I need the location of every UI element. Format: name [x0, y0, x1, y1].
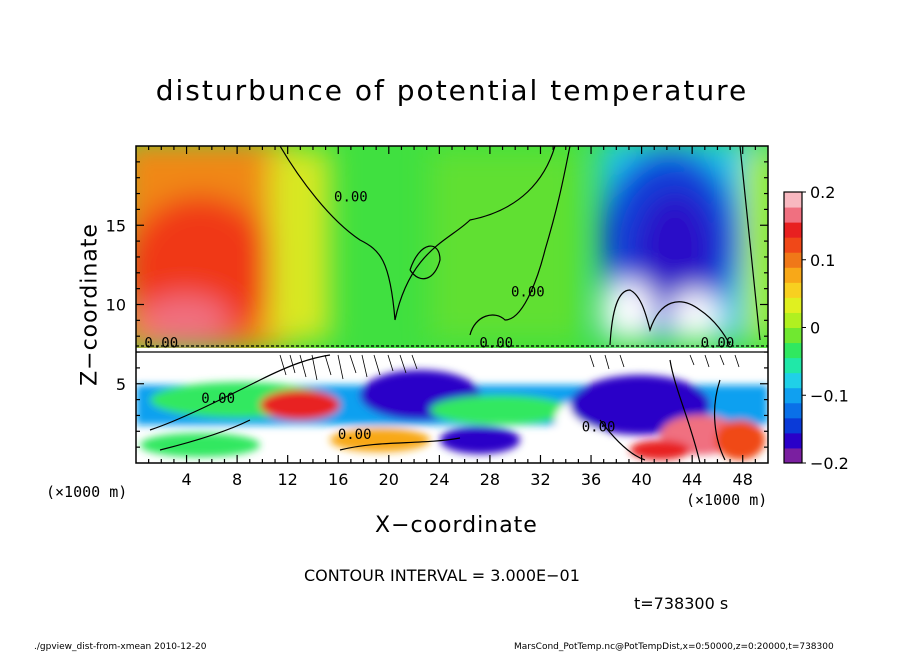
contour-label: 0.00: [582, 419, 616, 435]
colorbar-segment: [784, 192, 802, 208]
x-tick-label: 4: [181, 470, 191, 489]
contour-label: 0.00: [511, 285, 545, 301]
x-unit-label-right: (×1000 m): [686, 491, 768, 509]
axis-ticks: [136, 146, 768, 463]
colorbar-segment: [784, 387, 802, 404]
contour-label: 0.00: [338, 427, 372, 443]
colorbar-segment: [784, 357, 802, 374]
contour-label: 0.00: [701, 335, 735, 351]
colorbar-segment: [784, 222, 802, 238]
colorbar-segment: [784, 342, 802, 359]
x-tick-label: 44: [682, 470, 702, 489]
colorbar-tick-label: −0.2: [810, 454, 849, 473]
contour-interval-label: CONTOUR INTERVAL = 3.000E−01: [304, 566, 580, 585]
x-unit-label-left: (×1000 m): [46, 483, 128, 501]
colorbar-segment: [784, 327, 802, 344]
contour-label: 0.00: [144, 335, 178, 351]
colorbar-segment: [784, 432, 802, 449]
contour-label: 0.00: [334, 189, 368, 205]
x-tick-label: 8: [232, 470, 242, 489]
colorbar-segment: [784, 372, 802, 389]
x-tick-label: 40: [631, 470, 651, 489]
colorbar-tick-label: 0.1: [810, 251, 835, 270]
x-tick-label: 28: [480, 470, 500, 489]
contour-label: 0.00: [201, 391, 235, 407]
y-tick-label: 15: [106, 216, 126, 235]
colorbar-segment: [784, 237, 802, 253]
colorbar-segment: [784, 417, 802, 434]
y-tick-label: 5: [116, 375, 126, 394]
footer-left: ./gpview_dist-from-xmean 2010-12-20: [34, 642, 207, 652]
colorbar-segment: [784, 297, 802, 313]
colorbar-tick-label: 0: [810, 319, 820, 338]
colorbar-segment: [784, 282, 802, 298]
x-tick-label: 32: [530, 470, 550, 489]
y-tick-label: 10: [106, 296, 126, 315]
contour-label: 0.00: [479, 335, 513, 351]
chart-title: disturbunce of potential temperature: [155, 74, 749, 107]
x-tick-label: 36: [581, 470, 601, 489]
x-tick-label: 24: [429, 470, 449, 489]
x-tick-label: 12: [278, 470, 298, 489]
heatmap-field: [136, 146, 768, 463]
footer-right: MarsCond_PotTemp.nc@PotTempDist,x=0:5000…: [514, 642, 834, 652]
colorbar: [783, 191, 806, 464]
x-tick-label: 20: [379, 470, 399, 489]
contour-labels: 0.00 0.00 0.00 0.00 0.00 0.00 0.00 0.00: [144, 189, 734, 443]
x-tick-label: 48: [733, 470, 753, 489]
x-tick-label: 16: [328, 470, 348, 489]
y-axis-label: Z−coordinate: [77, 223, 103, 386]
colorbar-segment: [784, 207, 802, 223]
colorbar-segment: [784, 402, 802, 419]
x-axis-label: X−coordinate: [375, 513, 538, 538]
colorbar-tick-label: 0.2: [810, 183, 835, 202]
colorbar-segment: [784, 267, 802, 283]
colorbar-segment: [784, 447, 802, 464]
colorbar-labels: 0.2 0.1 0 −0.1 −0.2: [810, 183, 849, 473]
colorbar-tick-label: −0.1: [810, 386, 849, 405]
colorbar-segment: [784, 312, 802, 328]
time-label: t=738300 s: [634, 594, 729, 613]
colorbar-segment: [784, 252, 802, 268]
